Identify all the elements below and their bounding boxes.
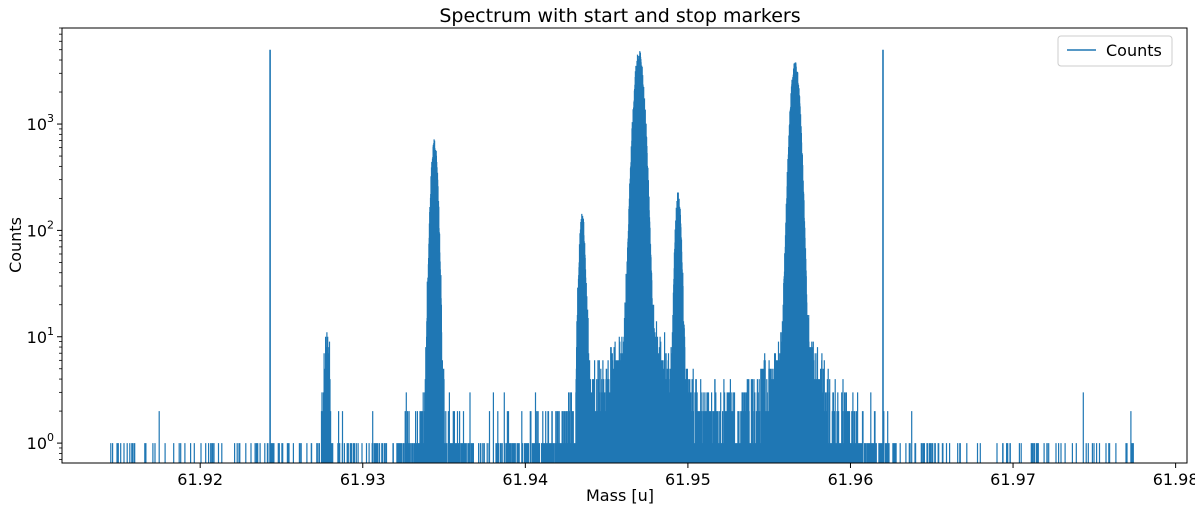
y-axis-label: Counts: [6, 217, 25, 273]
x-tick-label: 61.92: [177, 470, 223, 489]
y-axis: 100 101 102 103: [27, 27, 62, 460]
x-axis-label: Mass [u]: [586, 486, 654, 505]
x-tick-label: 61.95: [665, 470, 711, 489]
plot-area: [110, 49, 1134, 463]
x-tick-label: 61.98: [1153, 470, 1195, 489]
y-tick-label: 100: [27, 431, 54, 453]
y-tick-label: 103: [27, 112, 54, 134]
y-tick-label: 101: [27, 325, 54, 347]
plot-frame: [61, 27, 1188, 464]
y-tick-label: 102: [27, 218, 54, 240]
x-tick-label: 61.93: [340, 470, 386, 489]
x-tick-label: 61.97: [990, 470, 1036, 489]
legend: Counts: [1057, 35, 1173, 67]
chart-title: Spectrum with start and stop markers: [439, 5, 800, 27]
x-tick-label: 61.94: [502, 470, 548, 489]
x-tick-label: 61.96: [828, 470, 874, 489]
spectrum-trace-counts: [110, 51, 1134, 463]
legend-label-counts: Counts: [1106, 41, 1162, 60]
legend-box: [1057, 35, 1173, 67]
x-axis: 61.92 61.93 61.94 61.95 61.96 61.97 61.98: [177, 463, 1195, 489]
